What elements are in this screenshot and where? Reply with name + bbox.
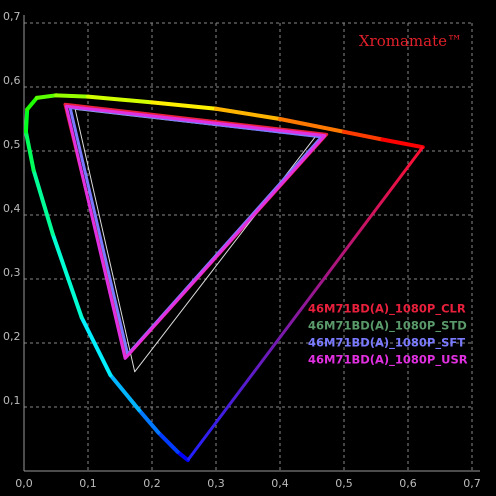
spectral-locus [175, 449, 190, 463]
legend-entry: 46M71BD(A)_1080P_SFT [308, 336, 465, 351]
y-tick-label: 0,3 [3, 266, 21, 279]
spectral-locus [137, 408, 161, 435]
chart-title: Xromamate™ [359, 32, 462, 50]
legend-entry: 46M71BD(A)_1080P_USR [308, 353, 468, 368]
spectral-locus [50, 232, 84, 320]
spectral-locus [108, 373, 142, 413]
y-tick-label: 0,2 [3, 330, 21, 343]
spectral-locus [34, 93, 58, 100]
x-tick-label: 0,1 [79, 477, 97, 490]
x-tick-label: 0,0 [15, 477, 33, 490]
y-tick-label: 0,6 [3, 74, 21, 87]
gamut-triangle [64, 104, 327, 360]
spectral-locus [214, 106, 282, 121]
spectral-locus [342, 129, 385, 142]
legend-entry: 46M71BD(A)_1080P_STD [308, 319, 467, 334]
spectral-locus [380, 137, 425, 150]
spectral-locus [79, 315, 113, 377]
spectral-locus [23, 129, 36, 173]
legend-entry: 46M71BD(A)_1080P_CLR [308, 302, 466, 317]
x-tick-label: 0,3 [207, 477, 225, 490]
y-tick-label: 0,4 [3, 202, 21, 215]
line-of-purples [186, 146, 424, 462]
x-tick-label: 0,6 [399, 477, 417, 490]
spectral-locus [31, 168, 55, 237]
spectral-locus [23, 107, 30, 134]
y-tick-label: 0,1 [3, 394, 21, 407]
x-tick-label: 0,4 [271, 477, 289, 490]
y-tick-label: 0,7 [3, 10, 21, 23]
x-tick-label: 0,7 [463, 477, 481, 490]
spectral-locus [150, 100, 218, 111]
spectral-locus [278, 117, 346, 134]
x-tick-label: 0,2 [143, 477, 161, 490]
x-tick-label: 0,5 [335, 477, 353, 490]
spectral-locus [156, 430, 180, 454]
y-tick-label: 0,5 [3, 138, 21, 151]
spectral-locus [86, 94, 154, 105]
spectral-locus [25, 95, 39, 112]
spectral-locus [54, 93, 90, 99]
